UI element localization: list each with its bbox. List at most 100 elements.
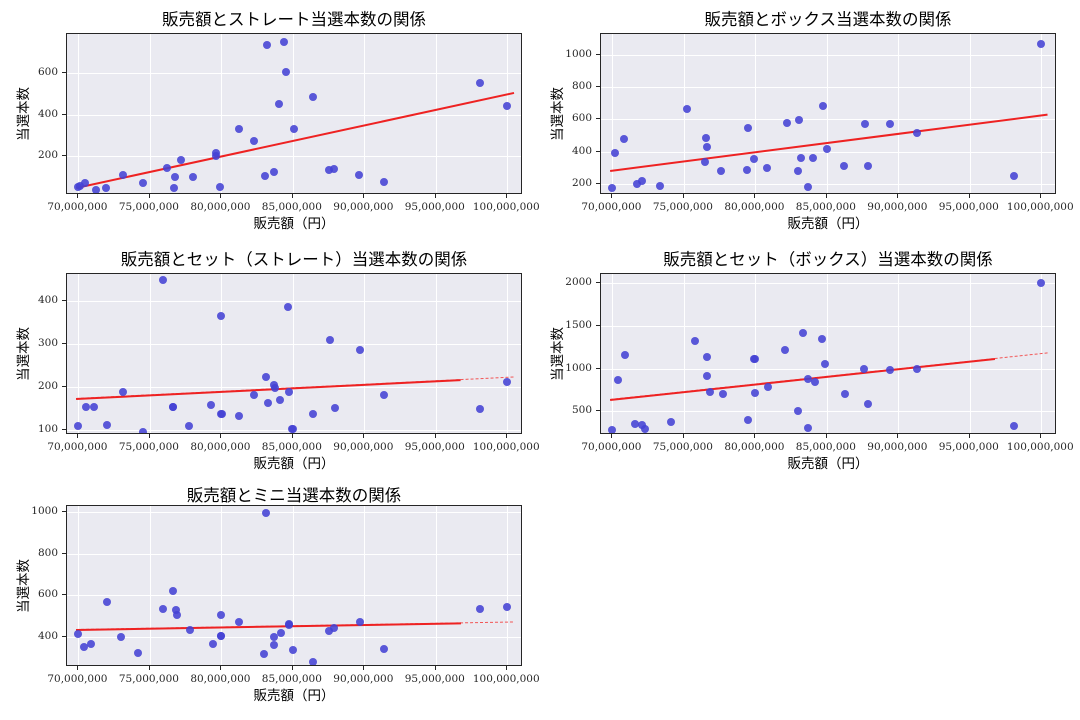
y-tick-label: 800: [37, 546, 58, 559]
y-tick-mark: [62, 510, 66, 512]
y-axis-label-mini: 当選本数: [16, 559, 32, 613]
scatter-point: [118, 387, 127, 396]
gridline-vertical: [221, 274, 223, 433]
scatter-point: [822, 144, 831, 153]
scatter-point: [324, 626, 333, 635]
y-tick-label: 1500: [565, 318, 592, 331]
scatter-point: [234, 412, 243, 421]
x-tick-mark: [77, 666, 79, 670]
scatter-point: [288, 424, 297, 433]
scatter-point: [798, 329, 807, 338]
gridline-vertical: [683, 34, 685, 193]
gridline-horizontal: [601, 119, 1055, 121]
scatter-point: [101, 183, 110, 192]
scatter-point: [912, 364, 921, 373]
scatter-point: [864, 400, 873, 409]
scatter-point: [234, 617, 243, 626]
scatter-point: [379, 177, 388, 186]
gridline-vertical: [507, 506, 509, 665]
x-tick-mark: [220, 666, 222, 670]
scatter-point: [811, 377, 820, 386]
y-tick-mark: [62, 342, 66, 344]
y-tick-label: 400: [37, 630, 58, 643]
gridline-horizontal: [67, 553, 521, 555]
scatter-point: [476, 78, 485, 87]
scatter-point: [379, 390, 388, 399]
y-tick-label: 600: [37, 588, 58, 601]
chart-title-mini: 販売額とミニ当選本数の関係: [186, 486, 402, 505]
x-tick-label: 70,000,000: [581, 441, 642, 453]
x-tick-mark: [77, 194, 79, 198]
gridline-horizontal: [601, 368, 1055, 370]
scatter-point: [804, 424, 813, 433]
x-tick-mark: [434, 194, 436, 198]
scatter-point: [703, 371, 712, 380]
x-tick-label: 85,000,000: [795, 201, 856, 213]
x-tick-label: 70,000,000: [47, 441, 108, 453]
y-tick-mark: [62, 428, 66, 430]
scatter-point: [117, 632, 126, 641]
x-axis-label-set-straight: 販売額（円）: [253, 456, 335, 472]
gridline-vertical: [612, 274, 614, 433]
scatter-point: [285, 387, 294, 396]
y-tick-label: 800: [571, 80, 592, 93]
scatter-point: [808, 153, 817, 162]
gridline-vertical: [969, 34, 971, 193]
gridline-vertical: [755, 274, 757, 433]
scatter-point: [158, 605, 167, 614]
scatter-point: [208, 639, 217, 648]
y-tick-label: 200: [37, 148, 58, 161]
scatter-point: [277, 628, 286, 637]
scatter-point: [762, 163, 771, 172]
x-tick-mark: [897, 434, 899, 438]
scatter-point: [817, 334, 826, 343]
scatter-point: [283, 303, 292, 312]
scatter-point: [90, 403, 99, 412]
x-tick-label: 80,000,000: [190, 441, 251, 453]
scatter-point: [263, 399, 272, 408]
scatter-point: [751, 389, 760, 398]
scatter-point: [607, 425, 616, 433]
gridline-horizontal: [67, 511, 521, 513]
scatter-point: [308, 410, 317, 419]
scatter-point: [356, 346, 365, 355]
x-tick-label: 80,000,000: [190, 201, 251, 213]
scatter-point: [331, 404, 340, 413]
scatter-point: [188, 172, 197, 181]
y-tick-label: 500: [571, 404, 592, 417]
x-tick-mark: [148, 666, 150, 670]
scatter-point: [138, 427, 147, 433]
scatter-point: [354, 171, 363, 180]
y-tick-label: 1000: [565, 361, 592, 374]
scatter-point: [217, 611, 226, 620]
scatter-point: [260, 172, 269, 181]
gridline-horizontal: [67, 300, 521, 302]
gridline-vertical: [149, 34, 151, 193]
x-tick-mark: [506, 434, 508, 438]
x-tick-label: 95,000,000: [404, 441, 465, 453]
x-tick-mark: [291, 434, 293, 438]
x-tick-label: 90,000,000: [333, 673, 394, 685]
x-tick-label: 85,000,000: [795, 441, 856, 453]
scatter-point: [864, 161, 873, 170]
x-tick-mark: [220, 434, 222, 438]
gridline-vertical: [1041, 34, 1043, 193]
gridline-vertical: [435, 34, 437, 193]
gridline-vertical: [435, 274, 437, 433]
scatter-point: [821, 359, 830, 368]
scatter-point: [103, 420, 112, 429]
scatter-point: [269, 167, 278, 176]
scatter-point: [682, 105, 691, 114]
x-tick-label: 100,000,000: [472, 201, 540, 213]
scatter-point: [81, 403, 90, 412]
scatter-point: [275, 396, 284, 405]
x-tick-label: 70,000,000: [47, 201, 108, 213]
scatter-point: [170, 183, 179, 192]
scatter-point: [177, 156, 186, 165]
scatter-point: [818, 102, 827, 111]
scatter-point: [632, 180, 641, 189]
scatter-point: [250, 136, 259, 145]
gridline-vertical: [292, 506, 294, 665]
